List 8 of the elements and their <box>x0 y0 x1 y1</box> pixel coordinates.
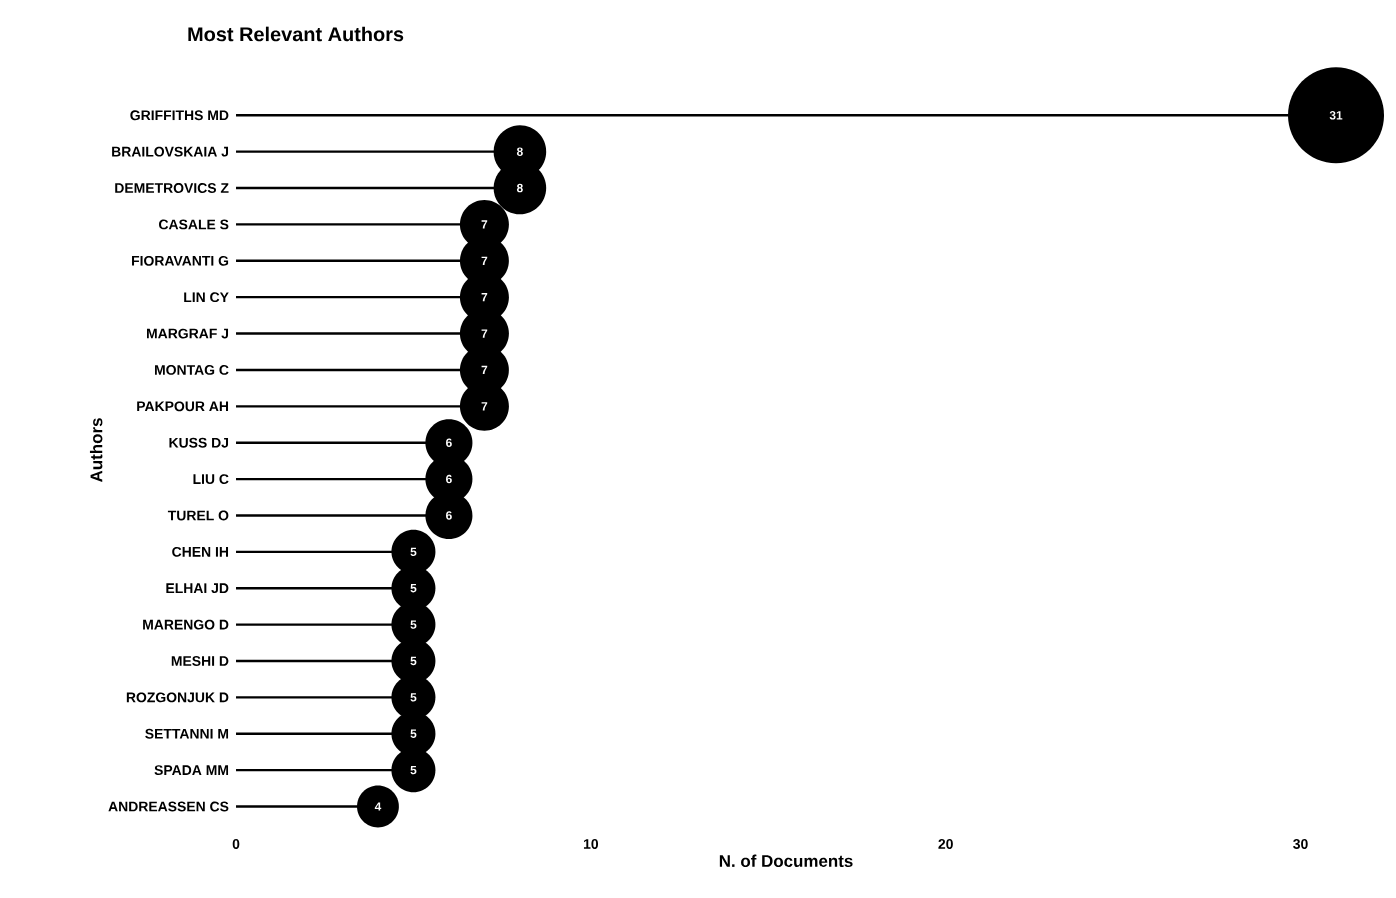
x-axis-title: N. of Documents <box>719 854 853 868</box>
point <box>391 711 436 756</box>
y-axis-title: Authors <box>89 418 103 483</box>
point <box>391 529 436 574</box>
chart-title: Most Relevant Authors <box>188 26 404 42</box>
point <box>391 638 436 683</box>
point <box>391 748 436 793</box>
point <box>391 566 436 611</box>
